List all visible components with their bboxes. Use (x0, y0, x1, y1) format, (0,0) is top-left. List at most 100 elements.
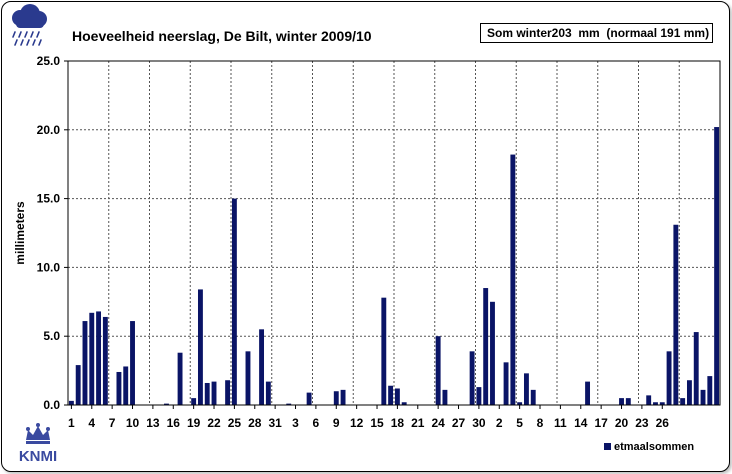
bar (197, 289, 203, 405)
bar (259, 329, 265, 405)
bar (116, 371, 122, 405)
legend-swatch (604, 443, 611, 450)
x-tick-label: 31 (268, 416, 282, 430)
bar (700, 389, 706, 405)
bar (619, 398, 624, 405)
bar (517, 402, 523, 405)
x-tick-label: 30 (472, 416, 486, 430)
bar (476, 387, 482, 405)
bar (89, 312, 95, 405)
x-tick-label: 13 (146, 416, 160, 430)
bar (231, 198, 237, 405)
y-tick-label: 15.0 (37, 192, 61, 206)
x-tick-label: 11 (554, 416, 567, 430)
legend-label: etmaalsommen (614, 441, 694, 453)
bar (130, 321, 135, 405)
bar (490, 301, 495, 405)
bar (442, 389, 448, 405)
x-tick-label: 10 (126, 416, 140, 430)
x-tick-label: 25 (228, 416, 242, 430)
bar (225, 380, 231, 405)
plot-border (67, 60, 721, 406)
x-tick-label: 20 (615, 416, 629, 430)
knmi-logo: KNMI (19, 423, 57, 465)
bar (530, 389, 536, 405)
bar (204, 382, 210, 405)
x-tick-label: 1 (68, 416, 75, 430)
bar (286, 403, 292, 405)
x-tick-label: 27 (452, 416, 466, 430)
crown-icon (26, 423, 50, 444)
y-tick-label: 5.0 (43, 329, 60, 343)
bar (659, 402, 665, 405)
bar (435, 336, 441, 405)
x-tick-label: 7 (109, 416, 116, 430)
bar (585, 381, 591, 405)
x-tick-label: 8 (537, 416, 544, 430)
x-tick-label: 28 (248, 416, 262, 430)
bar (686, 380, 692, 405)
chart-title: Hoeveelheid neerslag, De Bilt, winter 20… (72, 28, 372, 44)
bar (177, 352, 183, 405)
bar (523, 373, 529, 405)
x-tick-label: 18 (391, 416, 405, 430)
knmi-logo-text: KNMI (19, 448, 57, 465)
x-tick-label: 22 (207, 416, 221, 430)
y-tick-label: 0.0 (43, 398, 60, 412)
x-tick-label: 4 (88, 416, 95, 430)
bar (333, 391, 339, 405)
bar (673, 224, 679, 405)
bar (123, 366, 129, 405)
bar (191, 398, 197, 405)
x-tick-label: 24 (431, 416, 445, 430)
bar (102, 316, 108, 405)
x-tick-label: 19 (187, 416, 201, 430)
y-tick-label: 10.0 (37, 260, 61, 274)
x-tick-label: 6 (313, 416, 320, 430)
bar (646, 395, 652, 405)
bar (625, 398, 631, 405)
bar (75, 365, 81, 405)
bar (388, 385, 394, 405)
bar (469, 351, 475, 405)
bar (381, 297, 387, 405)
bar (265, 381, 271, 405)
bar (96, 311, 102, 405)
y-tick-label: 20.0 (37, 123, 61, 137)
x-tick-label: 3 (292, 416, 299, 430)
season-total-box: Som winter203 mm (normaal 191 mm) (480, 23, 713, 43)
x-tick-label: 5 (516, 416, 523, 430)
bar (680, 398, 686, 405)
x-tick-label: 16 (167, 416, 181, 430)
x-tick-label: 2 (496, 416, 503, 430)
bar (245, 351, 251, 405)
bar (164, 403, 169, 405)
bar (68, 400, 74, 405)
bar (306, 392, 312, 405)
x-tick-label: 17 (594, 416, 608, 430)
bar (510, 154, 516, 405)
x-tick-label: 9 (333, 416, 340, 430)
bar (82, 321, 88, 405)
bar (666, 351, 672, 405)
bar (707, 376, 713, 405)
bar (211, 381, 217, 405)
x-tick-label: 23 (635, 416, 649, 430)
rain-cloud-icon (12, 4, 47, 46)
bar (340, 389, 346, 405)
bar (653, 402, 658, 405)
bar (401, 402, 407, 405)
bar (483, 288, 489, 405)
x-tick-label: 15 (370, 416, 384, 430)
bar (714, 127, 720, 405)
bar (693, 332, 699, 405)
x-tick-label: 12 (350, 416, 364, 430)
x-tick-label: 26 (656, 416, 670, 430)
bar (394, 388, 400, 405)
x-tick-label: 14 (574, 416, 588, 430)
y-axis-label: millimeters (13, 201, 27, 265)
bar (503, 362, 509, 405)
x-tick-label: 21 (411, 416, 425, 430)
y-tick-label: 25.0 (37, 54, 61, 68)
